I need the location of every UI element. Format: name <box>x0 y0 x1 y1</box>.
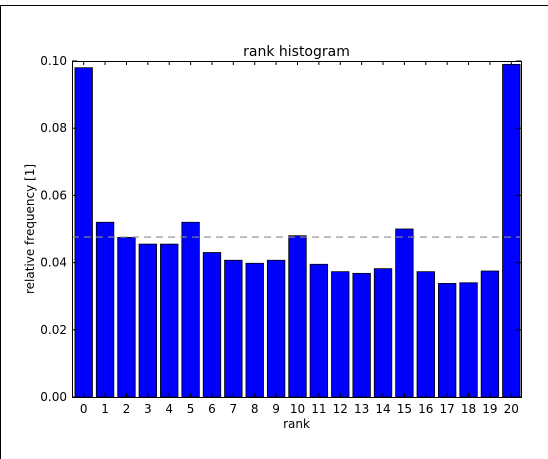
x-tick-label-6: 6 <box>208 402 216 416</box>
x-tick-label-1: 1 <box>101 402 109 416</box>
bar-rank-0 <box>74 67 93 398</box>
x-tick-label-20: 20 <box>504 402 519 416</box>
bar-rank-4 <box>160 243 179 398</box>
x-tick-label-12: 12 <box>333 402 348 416</box>
y-tick-label-0.08: 0.08 <box>40 121 67 135</box>
bar-rank-6 <box>202 252 222 398</box>
x-axis-label: rank <box>283 417 310 431</box>
x-tick-label-19: 19 <box>482 402 497 416</box>
x-tick-label-5: 5 <box>187 402 195 416</box>
x-tick-label-3: 3 <box>144 402 152 416</box>
bar-rank-15 <box>395 228 414 398</box>
x-tick-label-16: 16 <box>418 402 433 416</box>
bar-rank-3 <box>138 243 158 398</box>
chart-title: rank histogram <box>243 44 350 60</box>
bars-group <box>74 63 521 398</box>
y-tick-label-0.02: 0.02 <box>40 323 67 337</box>
bar-rank-19 <box>480 270 500 398</box>
bar-rank-10 <box>288 235 307 398</box>
bar-rank-17 <box>437 283 457 398</box>
x-tick-label-8: 8 <box>251 402 259 416</box>
x-tick-label-7: 7 <box>230 402 238 416</box>
bar-rank-11 <box>309 263 329 398</box>
x-tick-label-11: 11 <box>311 402 326 416</box>
y-tick-label-0.06: 0.06 <box>40 188 67 202</box>
y-tick-label-0.04: 0.04 <box>40 256 67 270</box>
y-tick-label-0.00: 0.00 <box>40 390 67 404</box>
x-tick-label-13: 13 <box>354 402 369 416</box>
bar-rank-18 <box>459 282 478 398</box>
bar-rank-2 <box>117 236 136 398</box>
bar-rank-1 <box>95 221 115 398</box>
y-tick-label-0.10: 0.10 <box>40 54 67 68</box>
x-tick-label-9: 9 <box>272 402 280 416</box>
x-tick-label-10: 10 <box>290 402 305 416</box>
bar-rank-14 <box>373 268 393 398</box>
x-tick-label-0: 0 <box>80 402 88 416</box>
x-tick-label-18: 18 <box>461 402 476 416</box>
x-tick-label-14: 14 <box>375 402 390 416</box>
axis-ticks-group: 0 1 2 3 4 5 6 7 8 9 10 11 12 13 14 15 16 17 18 19 200.000.02… <box>40 54 521 416</box>
bar-rank-5 <box>181 221 200 398</box>
bar-rank-16 <box>416 271 435 398</box>
bar-rank-13 <box>352 272 371 398</box>
x-tick-label-15: 15 <box>397 402 412 416</box>
bar-rank-7 <box>224 259 243 398</box>
bar-rank-12 <box>331 271 350 398</box>
bar-rank-8 <box>245 262 264 398</box>
x-tick-label-4: 4 <box>165 402 173 416</box>
bar-rank-9 <box>266 259 286 398</box>
bar-rank-20 <box>502 63 521 398</box>
x-tick-label-17: 17 <box>440 402 455 416</box>
y-axis-label: relative frequency [1] <box>23 164 37 294</box>
x-tick-label-2: 2 <box>123 402 131 416</box>
